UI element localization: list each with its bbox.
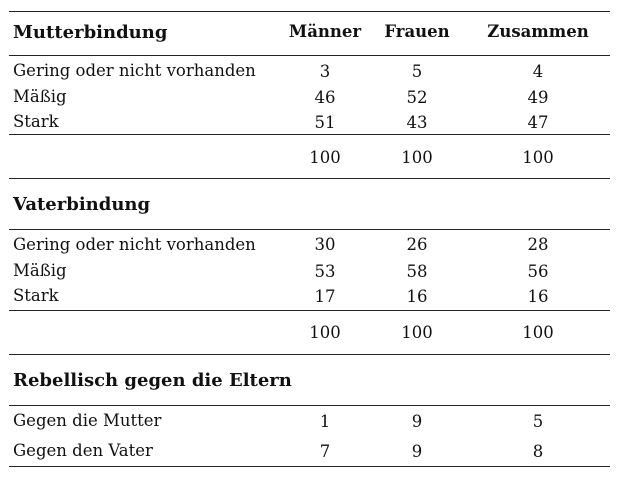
- total-zusammen: 100: [522, 323, 554, 342]
- cell-maenner: 17: [314, 287, 336, 306]
- rule-mutter-total-bottom: [9, 178, 610, 179]
- rule-top: [9, 11, 610, 12]
- cell-maenner: 1: [319, 412, 331, 431]
- cell-frauen: 5: [411, 62, 423, 81]
- section-title-rebellisch: Rebellisch gegen die Eltern: [13, 370, 292, 391]
- row-label: Mäßig: [13, 87, 67, 106]
- total-frauen: 100: [401, 323, 433, 342]
- cell-maenner: 53: [314, 262, 336, 281]
- cell-frauen: 26: [406, 235, 428, 254]
- row-label: Mäßig: [13, 261, 67, 280]
- cell-zusammen: 56: [527, 262, 549, 281]
- section-title-mutterbindung: Mutterbindung: [13, 22, 168, 43]
- cell-frauen: 9: [411, 412, 423, 431]
- cell-zusammen: 16: [527, 287, 549, 306]
- cell-zusammen: 5: [532, 412, 544, 431]
- column-header-maenner: Männer: [288, 22, 362, 41]
- cell-zusammen: 8: [532, 442, 544, 461]
- cell-maenner: 7: [319, 442, 331, 461]
- rule-mutter-rows-bottom: [9, 134, 610, 135]
- rule-rebellisch-title-bottom: [9, 405, 610, 406]
- cell-zusammen: 47: [527, 113, 549, 132]
- row-label: Stark: [13, 112, 59, 131]
- column-header-frauen: Frauen: [384, 22, 450, 41]
- row-label: Gegen den Vater: [13, 441, 153, 460]
- rule-vater-rows-bottom: [9, 310, 610, 311]
- cell-frauen: 16: [406, 287, 428, 306]
- rule-bottom: [9, 466, 610, 467]
- rule-header-bottom: [9, 55, 610, 56]
- total-maenner: 100: [309, 323, 341, 342]
- cell-frauen: 43: [406, 113, 428, 132]
- row-label: Gegen die Mutter: [13, 411, 162, 430]
- cell-maenner: 30: [314, 235, 336, 254]
- cell-zusammen: 28: [527, 235, 549, 254]
- rule-vater-title-bottom: [9, 229, 610, 230]
- cell-maenner: 3: [319, 62, 331, 81]
- total-frauen: 100: [401, 148, 433, 167]
- row-label: Stark: [13, 286, 59, 305]
- cell-maenner: 46: [314, 88, 336, 107]
- rule-vater-total-bottom: [9, 354, 610, 355]
- row-label: Gering oder nicht vorhanden: [13, 235, 256, 254]
- total-maenner: 100: [309, 148, 341, 167]
- section-title-vaterbindung: Vaterbindung: [13, 194, 151, 215]
- row-label: Gering oder nicht vorhanden: [13, 61, 256, 80]
- cell-zusammen: 4: [532, 62, 544, 81]
- cell-maenner: 51: [314, 113, 336, 132]
- cell-frauen: 58: [406, 262, 428, 281]
- total-zusammen: 100: [522, 148, 554, 167]
- cell-frauen: 9: [411, 442, 423, 461]
- cell-frauen: 52: [406, 88, 428, 107]
- column-header-zusammen: Zusammen: [487, 22, 589, 41]
- cell-zusammen: 49: [527, 88, 549, 107]
